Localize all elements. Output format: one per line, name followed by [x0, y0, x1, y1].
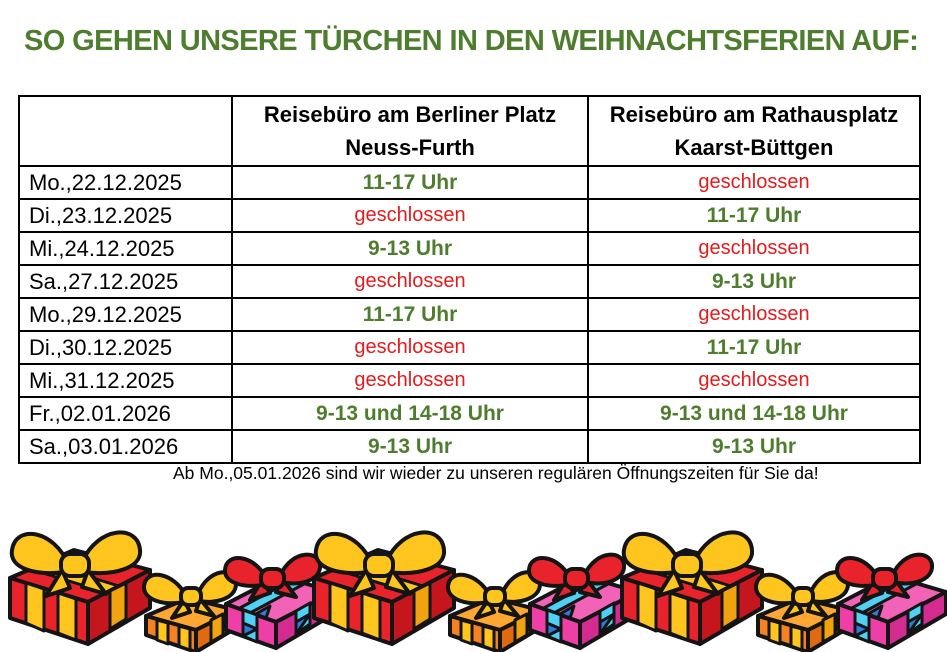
header-row: Reisebüro am Berliner Platz Neuss-Furth …: [18, 95, 921, 167]
date-cell: Mi.,24.12.2025: [18, 231, 233, 266]
date-cell: Di.,30.12.2025: [18, 330, 233, 365]
page-title: SO GEHEN UNSERE TÜRCHEN IN DEN WEIHNACHT…: [24, 25, 919, 57]
table-row: Di.,23.12.2025 geschlossen 11-17 Uhr: [18, 198, 921, 233]
header-date-empty: [18, 95, 233, 167]
date-cell: Sa.,03.01.2026: [18, 429, 233, 464]
hours-cell-rathaus: 9-13 und 14-18 Uhr: [587, 396, 921, 431]
hours-cell-rathaus: 11-17 Uhr: [587, 330, 921, 365]
hours-cell-rathaus: 11-17 Uhr: [587, 198, 921, 233]
hours-cell-berliner: geschlossen: [231, 198, 589, 233]
hours-cell-rathaus: 9-13 Uhr: [587, 429, 921, 464]
header-berliner-platz: Reisebüro am Berliner Platz Neuss-Furth: [231, 95, 589, 167]
table-row: Mo.,22.12.2025 11-17 Uhr geschlossen: [18, 165, 921, 200]
hours-cell-rathaus: geschlossen: [587, 363, 921, 398]
header-rathaus-line1: Reisebüro am Rathausplatz: [609, 102, 899, 127]
date-cell: Mi.,31.12.2025: [18, 363, 233, 398]
hours-cell-berliner: 9-13 und 14-18 Uhr: [231, 396, 589, 431]
table-row: Mi.,24.12.2025 9-13 Uhr geschlossen: [18, 231, 921, 266]
date-cell: Mo.,29.12.2025: [18, 297, 233, 332]
hours-cell-rathaus: geschlossen: [587, 297, 921, 332]
date-cell: Di.,23.12.2025: [18, 198, 233, 233]
hours-cell-berliner: geschlossen: [231, 264, 589, 299]
date-cell: Mo.,22.12.2025: [18, 165, 233, 200]
header-berliner-line2: Neuss-Furth: [345, 135, 475, 160]
hours-cell-berliner: 9-13 Uhr: [231, 429, 589, 464]
hours-cell-berliner: 11-17 Uhr: [231, 297, 589, 332]
hours-cell-berliner: 9-13 Uhr: [231, 231, 589, 266]
table-row: Sa.,27.12.2025 geschlossen 9-13 Uhr: [18, 264, 921, 299]
header-berliner-line1: Reisebüro am Berliner Platz: [263, 102, 557, 127]
table-row: Mo.,29.12.2025 11-17 Uhr geschlossen: [18, 297, 921, 332]
hours-cell-berliner: geschlossen: [231, 363, 589, 398]
header-rathaus-line2: Kaarst-Büttgen: [674, 135, 834, 160]
hours-cell-rathaus: geschlossen: [587, 231, 921, 266]
date-cell: Sa.,27.12.2025: [18, 264, 233, 299]
table-row: Di.,30.12.2025 geschlossen 11-17 Uhr: [18, 330, 921, 365]
date-cell: Fr.,02.01.2026: [18, 396, 233, 431]
hours-cell-berliner: 11-17 Uhr: [231, 165, 589, 200]
footer-note: Ab Mo.,05.01.2026 sind wir wieder zu uns…: [173, 463, 819, 483]
header-rathausplatz: Reisebüro am Rathausplatz Kaarst-Büttgen: [587, 95, 921, 167]
hours-cell-berliner: geschlossen: [231, 330, 589, 365]
table-row: Sa.,03.01.2026 9-13 Uhr 9-13 Uhr: [18, 429, 921, 464]
hours-cell-rathaus: geschlossen: [587, 165, 921, 200]
opening-hours-table: Reisebüro am Berliner Platz Neuss-Furth …: [18, 95, 921, 464]
table-row: Fr.,02.01.2026 9-13 und 14-18 Uhr 9-13 u…: [18, 396, 921, 431]
hours-cell-rathaus: 9-13 Uhr: [587, 264, 921, 299]
table-row: Mi.,31.12.2025 geschlossen geschlossen: [18, 363, 921, 398]
gifts-decoration: [8, 530, 947, 652]
